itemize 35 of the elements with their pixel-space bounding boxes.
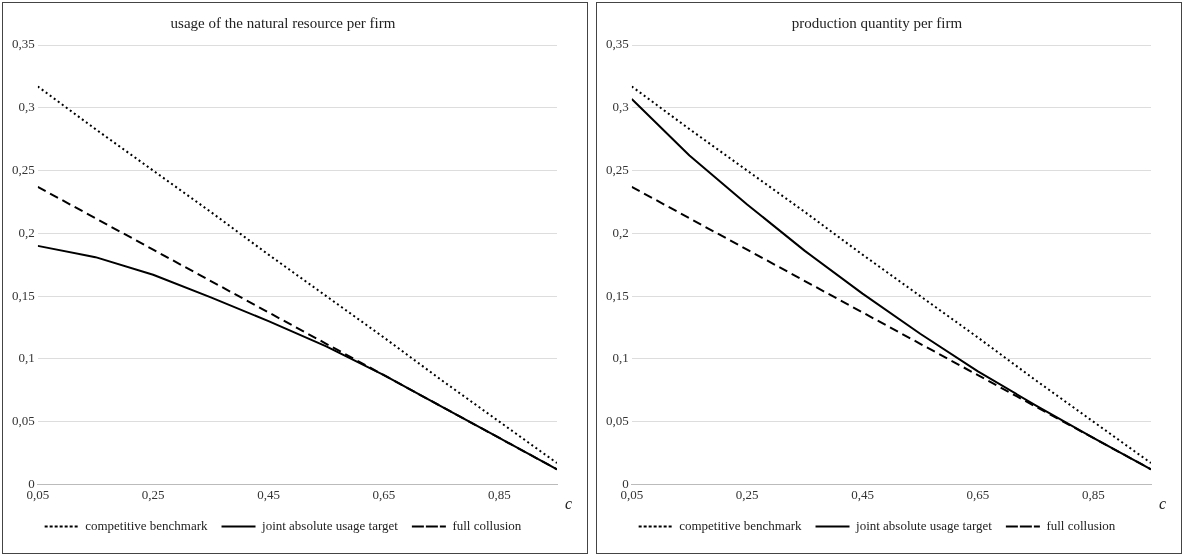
x-axis-title: c [1159,494,1167,512]
y-tick-label: 0,1 [612,350,629,366]
y-tick-label: 0,2 [612,224,629,240]
y-tick-label: 0,1 [18,350,35,366]
y-tick-label: 0,05 [12,413,35,429]
x-tick-label: 0,85 [1081,486,1105,502]
y-tick-label: 0,25 [12,161,35,177]
x-tick-label: 0,65 [372,486,396,502]
line-series [37,85,557,465]
y-tick-label: 0,15 [12,287,35,303]
x-tick-label: 0,45 [257,486,280,502]
y-tick-label: 0,3 [612,99,629,115]
legend-label: full collusion [1046,517,1116,533]
y-tick-label: 0,25 [606,161,629,177]
y-tick-label: 0,05 [606,413,629,429]
y-tick-label: 0,35 [606,36,629,52]
x-tick-label: 0,85 [487,486,511,502]
legend-label: competitive benchmark [85,517,209,533]
x-tick-label: 0,45 [851,486,874,502]
legend-label: competitive benchmark [679,517,803,533]
x-tick-label: 0,65 [966,486,990,502]
legend-label: joint absolute usage target [261,517,399,533]
legend-label: full collusion [452,517,522,533]
x-axis-title: c [565,494,573,512]
chart-title: usage of the natural resource per firm [170,14,396,31]
y-tick-label: 0,2 [18,224,35,240]
y-tick-label: 0,35 [12,36,35,52]
x-tick-label: 0,25 [141,486,165,502]
y-tick-label: 0 [622,475,629,491]
y-tick-label: 0,15 [606,287,629,303]
y-tick-label: 0 [28,475,35,491]
legend-label: joint absolute usage target [855,517,993,533]
y-tick-label: 0,3 [18,99,35,115]
x-tick-label: 0,25 [735,486,759,502]
chart-title: production quantity per firm [791,14,963,31]
